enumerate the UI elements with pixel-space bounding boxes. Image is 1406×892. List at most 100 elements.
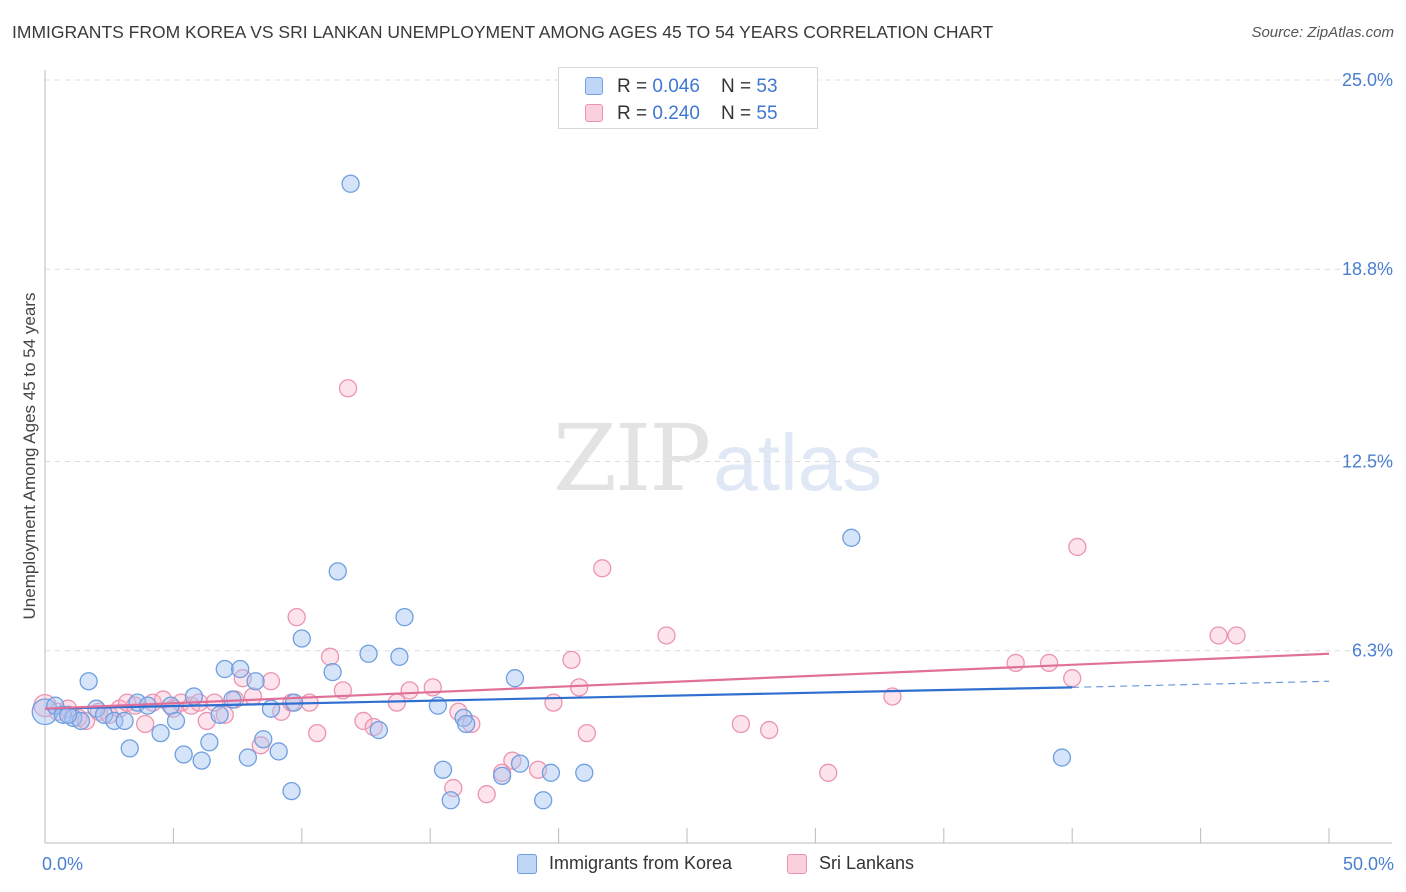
legend-swatch-korea bbox=[585, 77, 603, 95]
srilanka-point bbox=[477, 785, 496, 804]
source-credit: Source: ZipAtlas.com bbox=[1251, 24, 1394, 41]
korea-point bbox=[166, 711, 186, 731]
r-label: R = bbox=[617, 76, 653, 97]
korea-point bbox=[238, 748, 258, 767]
korea-point bbox=[31, 698, 59, 726]
korea-point bbox=[328, 562, 347, 581]
korea-point bbox=[842, 528, 861, 547]
korea-point bbox=[115, 711, 134, 731]
korea-point bbox=[215, 659, 234, 679]
grid-layer bbox=[45, 79, 1392, 652]
r-label: R = bbox=[617, 103, 653, 124]
korea-point bbox=[441, 791, 460, 810]
korea-point bbox=[433, 760, 453, 779]
korea-point bbox=[282, 781, 301, 801]
srilanka-point bbox=[1006, 653, 1025, 673]
srilanka-point bbox=[243, 687, 263, 706]
srilanka-point bbox=[657, 626, 676, 645]
korea-point bbox=[323, 662, 342, 682]
srilanka-point bbox=[308, 723, 327, 743]
srilanka-trend-line bbox=[44, 652, 1330, 710]
legend-swatch-srilanka bbox=[585, 104, 603, 122]
srilanka-point bbox=[760, 720, 779, 740]
y-tick-label: 12.5% bbox=[1342, 452, 1393, 472]
korea-point bbox=[231, 659, 250, 679]
korea-point bbox=[534, 791, 553, 810]
n-value: 55 bbox=[756, 103, 778, 124]
korea-points bbox=[31, 174, 1072, 810]
r-value: 0.046 bbox=[652, 76, 700, 97]
x-tick-label-max: 50.0% bbox=[1343, 854, 1394, 874]
srilanka-point bbox=[577, 723, 596, 743]
series-legend: Immigrants from Korea Sri Lankans bbox=[0, 852, 1406, 876]
srilanka-point bbox=[569, 678, 589, 697]
srilanka-point bbox=[1039, 653, 1059, 673]
srilanka-point bbox=[1068, 537, 1087, 557]
srilanka-point bbox=[354, 711, 373, 731]
legend-stats-korea: R = 0.046 N = 53 bbox=[617, 76, 778, 98]
correlation-legend: R = 0.046 N = 53 R = 0.240 N = 55 bbox=[558, 67, 818, 129]
korea-point bbox=[254, 730, 273, 749]
legend-label-srilanka: Sri Lankans bbox=[819, 853, 915, 873]
srilanka-point bbox=[320, 647, 340, 666]
srilanka-point bbox=[287, 608, 306, 627]
korea-point bbox=[174, 745, 193, 764]
korea-point bbox=[492, 766, 512, 786]
legend-label-korea: Immigrants from Korea bbox=[549, 853, 733, 873]
korea-point bbox=[292, 629, 311, 648]
korea-trend-extension bbox=[1072, 680, 1330, 688]
korea-point bbox=[58, 705, 78, 724]
srilanka-point bbox=[562, 650, 581, 670]
n-value: 53 bbox=[756, 76, 778, 97]
srilanka-point bbox=[1063, 669, 1082, 688]
korea-point bbox=[210, 705, 229, 724]
srilanka-point bbox=[364, 717, 383, 737]
trend-lines bbox=[44, 652, 1330, 710]
korea-point bbox=[79, 672, 98, 691]
korea-point bbox=[261, 699, 281, 718]
korea-point bbox=[46, 696, 65, 715]
srilanka-point bbox=[819, 763, 838, 782]
korea-point bbox=[151, 723, 170, 743]
legend-swatch-korea bbox=[517, 854, 537, 874]
korea-point bbox=[105, 711, 124, 731]
r-value: 0.240 bbox=[652, 103, 700, 124]
korea-point bbox=[369, 720, 388, 740]
korea-point bbox=[395, 608, 414, 627]
korea-point bbox=[120, 739, 139, 758]
korea-trend-line bbox=[44, 686, 1073, 710]
korea-point bbox=[510, 754, 530, 773]
legend-stats-srilanka: R = 0.240 N = 55 bbox=[617, 103, 778, 125]
n-label: N = bbox=[721, 103, 757, 124]
srilanka-point bbox=[215, 705, 234, 724]
srilanka-point bbox=[731, 714, 751, 734]
y-tick-label: 6.3% bbox=[1352, 641, 1393, 661]
korea-point bbox=[505, 669, 525, 688]
srilanka-point bbox=[338, 379, 358, 398]
korea-point bbox=[359, 644, 378, 663]
korea-point bbox=[246, 672, 265, 691]
axis-layer bbox=[44, 70, 1392, 844]
korea-point bbox=[269, 742, 288, 761]
srilanka-point bbox=[1209, 626, 1228, 645]
y-tick-labels: 6.3% 12.5% 18.8% 25.0% bbox=[1342, 70, 1393, 661]
legend-swatch-srilanka bbox=[787, 854, 807, 874]
srilanka-point bbox=[1227, 626, 1246, 645]
korea-point bbox=[1052, 748, 1072, 767]
srilanka-point bbox=[261, 672, 281, 691]
korea-point bbox=[192, 751, 211, 770]
korea-point bbox=[53, 705, 73, 724]
korea-point bbox=[457, 714, 476, 734]
korea-point bbox=[390, 647, 409, 666]
korea-point bbox=[575, 763, 594, 782]
korea-point bbox=[541, 763, 561, 782]
x-tick-marks bbox=[172, 828, 1330, 843]
srilanka-point bbox=[136, 714, 155, 734]
srilanka-point bbox=[593, 559, 612, 578]
korea-point bbox=[341, 174, 360, 193]
srilanka-point bbox=[400, 681, 419, 700]
y-tick-label: 18.8% bbox=[1342, 259, 1393, 279]
srilanka-point bbox=[333, 681, 353, 700]
korea-point bbox=[200, 733, 219, 752]
